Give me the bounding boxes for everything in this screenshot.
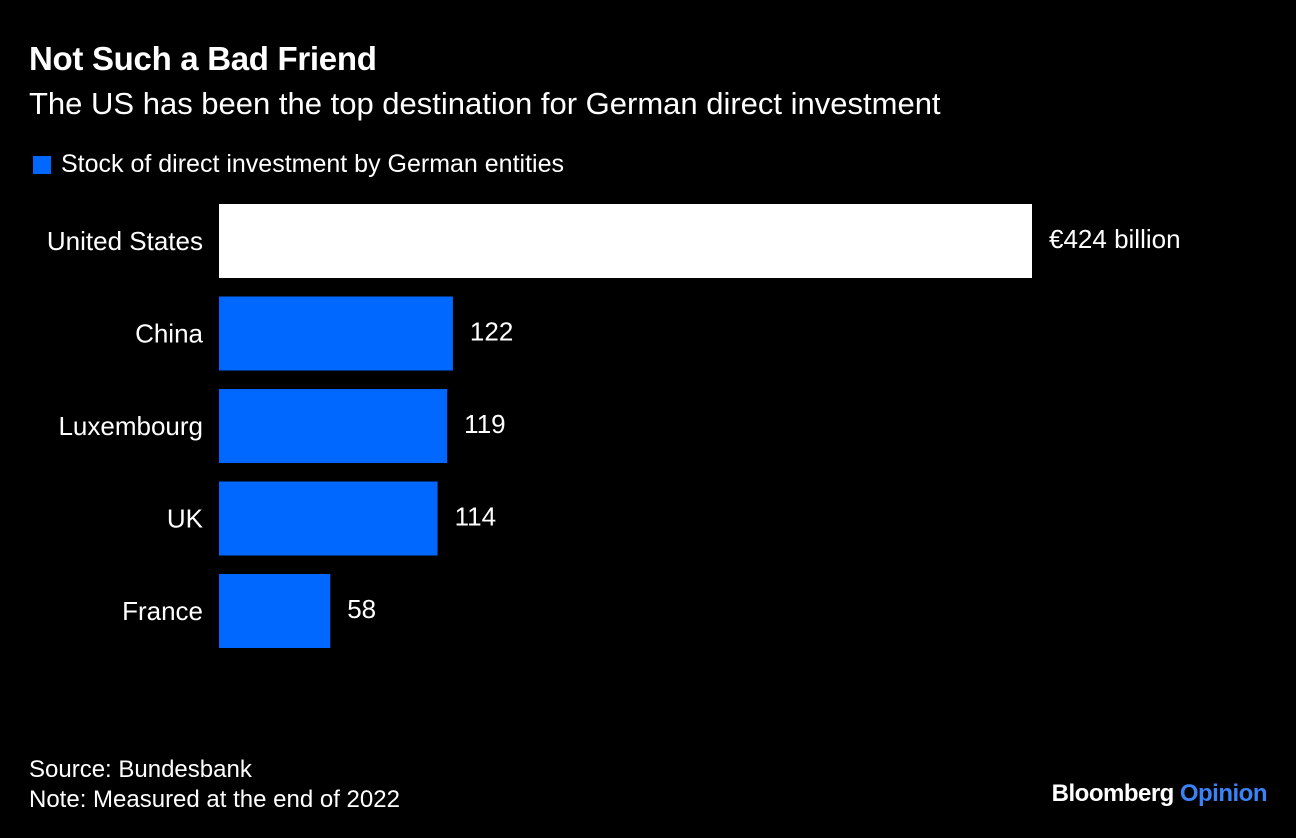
data-label-united-states: €424 billion — [1049, 224, 1181, 254]
category-label-china: China — [135, 319, 203, 349]
bar-united-states — [219, 204, 1032, 278]
category-label-luxembourg: Luxembourg — [58, 411, 203, 441]
bar-china — [219, 296, 453, 371]
chart-title: Not Such a Bad Friend — [29, 40, 377, 77]
category-label-uk: UK — [167, 504, 204, 534]
brand-section: Opinion — [1179, 780, 1268, 807]
data-label-china: 122 — [470, 317, 513, 347]
bar-france — [219, 574, 331, 648]
bar-chart: United States €424 billion China 122 Luxembo… — [47, 204, 1181, 648]
footnote: Note: Measured at the end of 2022 — [29, 786, 400, 813]
data-label-france: 58 — [347, 594, 376, 624]
data-label-luxembourg: 119 — [464, 409, 505, 439]
category-label-france: France — [122, 596, 203, 626]
brand-logo: Bloomberg Opinion — [1051, 780, 1268, 808]
legend-swatch — [33, 155, 51, 174]
bar-luxembourg — [219, 389, 448, 463]
bar-uk — [219, 481, 438, 556]
chart-legend: Stock of direct investment by German ent… — [33, 150, 564, 179]
category-label-united-states: United States — [47, 226, 203, 256]
data-label-uk: 114 — [455, 502, 496, 532]
source-note: Source: Bundesbank — [29, 756, 252, 783]
chart-subtitle: The US has been the top destination for … — [29, 86, 941, 121]
brand-name: Bloomberg — [1051, 780, 1175, 807]
legend-label: Stock of direct investment by German ent… — [61, 150, 564, 178]
